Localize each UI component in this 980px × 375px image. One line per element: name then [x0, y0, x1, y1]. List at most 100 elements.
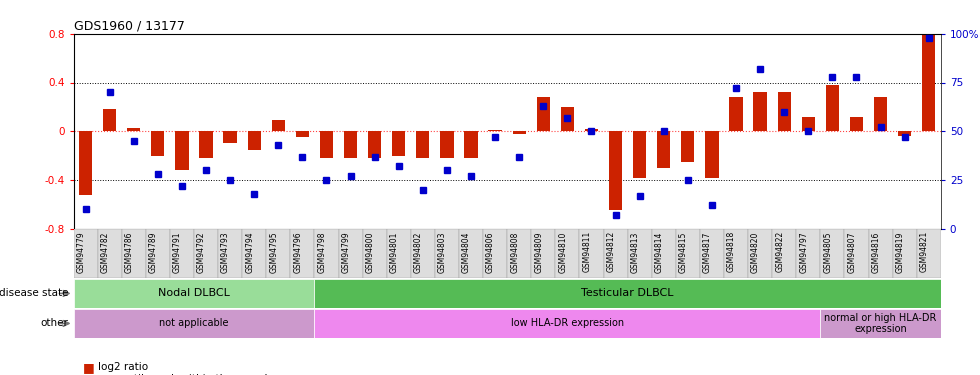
Bar: [368, 131, 381, 158]
Text: GSM94805: GSM94805: [823, 231, 832, 273]
Text: GSM94816: GSM94816: [871, 231, 881, 273]
Text: GSM94794: GSM94794: [245, 231, 254, 273]
Bar: [706, 131, 718, 178]
Bar: [338, 229, 363, 278]
Text: GSM94789: GSM94789: [149, 231, 158, 273]
Bar: [916, 229, 941, 278]
Bar: [627, 229, 652, 278]
Bar: [796, 229, 820, 278]
Bar: [845, 229, 868, 278]
Text: not applicable: not applicable: [159, 318, 228, 328]
Text: ■: ■: [83, 372, 95, 375]
Bar: [700, 229, 724, 278]
Text: GSM94810: GSM94810: [559, 231, 567, 273]
Bar: [315, 229, 338, 278]
Bar: [658, 131, 670, 168]
Bar: [290, 229, 315, 278]
Text: GSM94799: GSM94799: [342, 231, 351, 273]
Bar: [103, 110, 117, 131]
Bar: [98, 229, 122, 278]
Bar: [483, 229, 508, 278]
Bar: [922, 24, 935, 131]
Bar: [898, 131, 911, 136]
Text: GSM94811: GSM94811: [582, 231, 592, 272]
Bar: [218, 229, 242, 278]
Bar: [681, 131, 695, 162]
Bar: [676, 229, 700, 278]
Text: other: other: [41, 318, 69, 328]
Bar: [319, 131, 333, 158]
Bar: [74, 279, 315, 308]
Text: GSM94804: GSM94804: [462, 231, 471, 273]
Text: normal or high HLA-DR
expression: normal or high HLA-DR expression: [824, 313, 937, 334]
Bar: [170, 229, 194, 278]
Bar: [820, 229, 845, 278]
Text: GSM94808: GSM94808: [511, 231, 519, 273]
Bar: [242, 229, 267, 278]
Text: GSM94792: GSM94792: [197, 231, 206, 273]
Bar: [194, 229, 218, 278]
Text: percentile rank within the sample: percentile rank within the sample: [98, 374, 273, 375]
Bar: [513, 131, 526, 134]
Bar: [488, 130, 502, 131]
Text: GSM94817: GSM94817: [703, 231, 711, 273]
Text: ■: ■: [83, 361, 95, 374]
Text: GSM94822: GSM94822: [775, 231, 784, 272]
Bar: [826, 85, 839, 131]
Text: log2 ratio: log2 ratio: [98, 363, 148, 372]
Text: GSM94812: GSM94812: [607, 231, 615, 272]
Bar: [609, 131, 622, 210]
Bar: [537, 97, 550, 131]
Bar: [223, 131, 237, 144]
Text: GSM94795: GSM94795: [270, 231, 278, 273]
Text: GSM94791: GSM94791: [172, 231, 182, 273]
Bar: [531, 229, 556, 278]
Bar: [754, 92, 766, 131]
Bar: [416, 131, 429, 158]
Bar: [74, 229, 98, 278]
Bar: [411, 229, 435, 278]
Bar: [820, 309, 941, 338]
Text: GSM94786: GSM94786: [124, 231, 133, 273]
Text: disease state: disease state: [0, 288, 69, 298]
Bar: [850, 117, 863, 131]
Bar: [248, 131, 261, 150]
Text: GSM94782: GSM94782: [101, 231, 110, 273]
Text: GSM94813: GSM94813: [631, 231, 640, 273]
Bar: [271, 120, 285, 131]
Bar: [874, 97, 887, 131]
Text: GSM94818: GSM94818: [727, 231, 736, 272]
Bar: [146, 229, 170, 278]
Text: GSM94821: GSM94821: [920, 231, 929, 272]
Bar: [729, 97, 743, 131]
Bar: [556, 229, 579, 278]
Bar: [508, 229, 531, 278]
Text: GSM94802: GSM94802: [414, 231, 422, 273]
Text: GSM94797: GSM94797: [800, 231, 808, 273]
Bar: [315, 309, 820, 338]
Bar: [604, 229, 627, 278]
Bar: [748, 229, 772, 278]
Bar: [777, 92, 791, 131]
Bar: [267, 229, 290, 278]
Bar: [561, 107, 574, 131]
Bar: [585, 129, 598, 131]
Bar: [435, 229, 459, 278]
Text: GDS1960 / 13177: GDS1960 / 13177: [74, 20, 184, 33]
Bar: [363, 229, 387, 278]
Text: GSM94806: GSM94806: [486, 231, 495, 273]
Bar: [465, 131, 477, 158]
Text: GSM94798: GSM94798: [318, 231, 326, 273]
Bar: [579, 229, 604, 278]
Text: Nodal DLBCL: Nodal DLBCL: [158, 288, 230, 298]
Bar: [127, 128, 140, 131]
Text: GSM94801: GSM94801: [390, 231, 399, 273]
Bar: [893, 229, 916, 278]
Text: GSM94807: GSM94807: [848, 231, 857, 273]
Bar: [440, 131, 454, 158]
Bar: [652, 229, 676, 278]
Text: low HLA-DR expression: low HLA-DR expression: [511, 318, 624, 328]
Bar: [315, 279, 941, 308]
Text: GSM94779: GSM94779: [76, 231, 85, 273]
Text: GSM94800: GSM94800: [366, 231, 374, 273]
